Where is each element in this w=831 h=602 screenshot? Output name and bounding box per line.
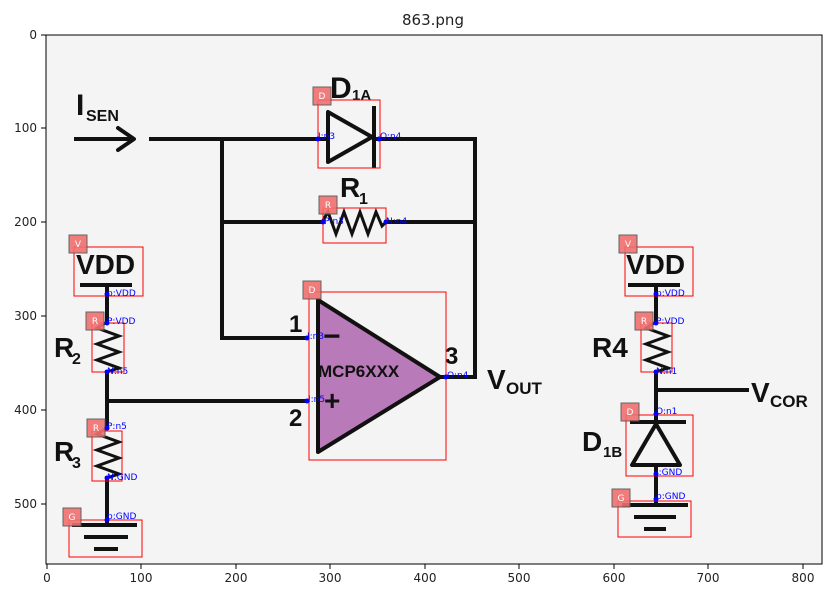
pin-opamp-minus: I:n3	[307, 332, 324, 342]
vout-sub: OUT	[506, 379, 543, 398]
badge-r1: R	[325, 201, 331, 211]
r2-sub: 2	[72, 351, 81, 368]
ground-right-icon	[622, 503, 688, 531]
r4-label: R4	[592, 332, 628, 363]
badge-vdd-right: V	[625, 240, 632, 250]
x-tick-label: 600	[603, 571, 626, 585]
y-axis	[41, 34, 46, 505]
y-tick-label: 0	[29, 28, 37, 42]
pin-r4-p: P:VDD	[656, 317, 685, 327]
x-tick-label: 300	[319, 571, 342, 585]
pin-d1a-in: I:n3	[318, 132, 335, 142]
x-tick-label: 100	[130, 571, 153, 585]
x-tick-label: 400	[414, 571, 437, 585]
pin-vdd-left: p:VDD	[107, 289, 136, 299]
pin-d1b-in: I:GND	[656, 468, 682, 478]
badge-opamp: D	[309, 286, 316, 296]
pin-opamp-plus: I:n5	[308, 395, 325, 405]
x-tick-label: 200	[225, 571, 248, 585]
isen-sub: SEN	[86, 108, 119, 125]
r1-main: R	[340, 172, 360, 203]
vout-main: V	[487, 364, 506, 395]
r2-label: R 2	[54, 332, 81, 368]
opamp-plus: +	[324, 385, 340, 416]
d1b-sub: 1B	[603, 444, 622, 461]
pin-label-1: 1	[289, 311, 302, 338]
badge-r2: R	[92, 317, 98, 327]
r2-main: R	[54, 332, 74, 363]
bbox-r3	[91, 430, 123, 482]
figure-title: 863.png	[402, 11, 464, 29]
opamp-minus: −	[323, 320, 341, 353]
bbox-vdd-right	[624, 246, 694, 297]
badges: D R V R R G D V R D G	[62, 86, 654, 527]
pin-d1a-out: O:n4	[380, 132, 402, 142]
y-tick-label: 500	[14, 497, 37, 511]
d1a-sub: 1A	[352, 87, 371, 104]
isen-label: I SEN	[76, 89, 119, 125]
x-tick-label: 0	[43, 571, 51, 585]
pin-opamp-out: O:n4	[447, 371, 469, 381]
ground-left-icon	[72, 523, 137, 551]
badge-vdd-left: V	[75, 240, 82, 250]
x-tick-label: 700	[697, 571, 720, 585]
arrow-icon	[74, 126, 136, 152]
pin-gnd-left: p:GND	[107, 512, 136, 522]
pin-dots	[104, 136, 659, 523]
opamp-triangle	[316, 298, 442, 454]
pin-r3-p: P:n5	[107, 422, 127, 432]
pin-r1-p: P:n3	[324, 217, 344, 227]
d1b-main: D	[582, 426, 602, 457]
badge-r3: R	[93, 424, 99, 434]
bbox-d1a	[317, 99, 381, 169]
y-tick-label: 300	[14, 309, 37, 323]
x-axis	[46, 564, 804, 569]
r1-sub: 1	[359, 191, 368, 208]
badge-gnd-right: G	[618, 494, 625, 504]
pin-label-2: 2	[289, 405, 302, 432]
resistor-r1-icon	[319, 207, 389, 239]
bbox-d1b	[625, 414, 694, 477]
x-tick-label: 500	[508, 571, 531, 585]
vdd-left-label: VDD	[76, 249, 135, 280]
d1a-main: D	[330, 72, 352, 105]
pin-label-3: 3	[445, 343, 458, 370]
badge-r4: R	[641, 317, 647, 327]
x-tick-label: 800	[792, 571, 815, 585]
r3-sub: 3	[72, 455, 81, 472]
pin-r3-n: N:GND	[107, 473, 137, 483]
y-tick-label: 400	[14, 403, 37, 417]
vcor-label: V COR	[751, 377, 808, 411]
r3-label: R 3	[54, 436, 81, 472]
pin-r2-p: P:VDD	[107, 317, 136, 327]
r3-main: R	[54, 436, 74, 467]
isen-main: I	[76, 89, 84, 122]
pin-annotations: I:n3 O:n4 P:n3 N:n4 p:VDD P:VDD N:n5 P:n…	[107, 132, 685, 522]
vout-label: V OUT	[487, 364, 543, 398]
vcor-sub: COR	[770, 392, 808, 411]
badge-gnd-left: G	[69, 513, 76, 523]
pin-gnd-right: p:GND	[656, 492, 685, 502]
badge-d1b: D	[627, 408, 634, 418]
y-tick-label: 100	[14, 121, 37, 135]
pin-r2-n: N:n5	[107, 367, 128, 377]
y-tick-label: 200	[14, 215, 37, 229]
d1b-label: D 1B	[582, 426, 622, 461]
opamp-label: MCP6XXX	[318, 362, 400, 381]
vdd-right-label: VDD	[626, 249, 685, 280]
plot-area	[45, 34, 823, 565]
r1-label: R 1	[340, 172, 368, 208]
pin-r1-n: N:n4	[386, 217, 407, 227]
pin-d1b-out: O:n1	[656, 407, 677, 417]
bbox-r1	[322, 207, 387, 244]
badge-d1a: D	[319, 92, 326, 102]
vcor-main: V	[751, 377, 770, 408]
pin-vdd-right: p:VDD	[656, 289, 685, 299]
pin-r4-n: N:n1	[656, 367, 677, 377]
